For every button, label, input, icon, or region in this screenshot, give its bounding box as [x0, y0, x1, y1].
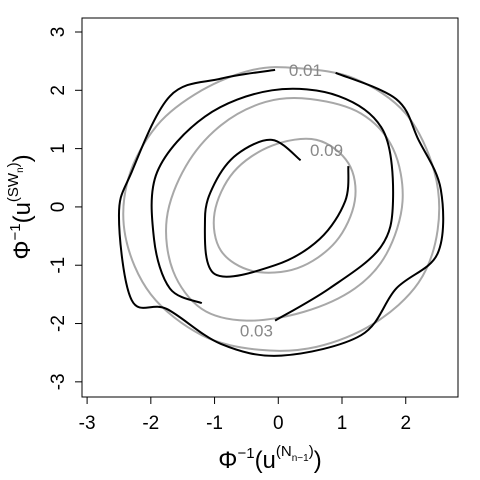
y-axis-label: Φ−1(u(SWn)) — [5, 154, 36, 259]
contour-line — [122, 66, 441, 352]
contour-label: 0.03 — [240, 322, 273, 341]
y-label-part: Φ — [9, 241, 36, 260]
x-tick-label: -3 — [79, 413, 96, 434]
y-tick-label: -2 — [48, 315, 69, 332]
y-label-part: (SW — [5, 172, 22, 202]
contour-label: 0.01 — [289, 61, 322, 80]
plot-frame — [81, 17, 459, 398]
x-axis-label: Φ−1(u(Nn−1)) — [218, 443, 321, 474]
y-label-part: ) — [5, 162, 22, 167]
x-label-part: (u — [255, 447, 276, 474]
y-label-part: ) — [9, 154, 36, 162]
x-tick-label: 0 — [273, 413, 284, 434]
x-label-part: (N — [276, 443, 292, 460]
contour-line — [212, 137, 357, 274]
y-label-part: n — [15, 167, 26, 173]
x-label-part: −1 — [237, 445, 254, 462]
x-tick-label: 1 — [337, 413, 348, 434]
y-tick-label: 3 — [48, 27, 69, 38]
x-label-part: Φ — [218, 447, 237, 474]
contour-line — [150, 87, 395, 322]
x-label-part: ) — [314, 447, 322, 474]
contour-line — [203, 138, 350, 278]
y-tick-label: 0 — [48, 202, 69, 213]
x-tick-label: -2 — [142, 413, 159, 434]
y-label-part: −1 — [7, 223, 24, 240]
y-tick-label: 1 — [48, 143, 69, 154]
y-label-part: (u — [9, 202, 36, 223]
contour-line — [117, 68, 445, 357]
y-tick-label: 2 — [48, 85, 69, 96]
x-label-part: ) — [309, 443, 314, 460]
x-tick-label: -1 — [206, 413, 223, 434]
x-tick-label: 2 — [400, 413, 411, 434]
y-tick-label: -1 — [48, 257, 69, 274]
y-tick-label: -3 — [48, 373, 69, 390]
contour-line — [165, 96, 404, 322]
x-label-part: n−1 — [292, 453, 309, 464]
contour-label: 0.09 — [310, 141, 343, 160]
